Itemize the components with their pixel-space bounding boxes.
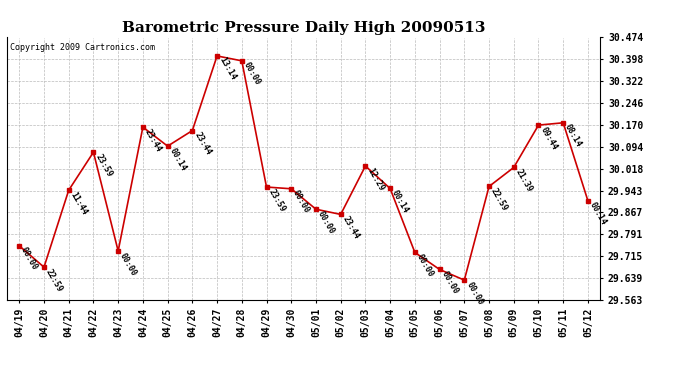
Text: 23:59: 23:59 [266,187,287,213]
Text: 22:59: 22:59 [489,186,509,213]
Text: 00:00: 00:00 [464,280,484,306]
Text: 21:39: 21:39 [514,168,534,194]
Text: 00:00: 00:00 [118,251,139,277]
Text: 00:00: 00:00 [415,252,435,279]
Text: 11:44: 11:44 [69,190,89,216]
Text: Copyright 2009 Cartronics.com: Copyright 2009 Cartronics.com [10,43,155,52]
Text: 00:14: 00:14 [588,201,608,227]
Text: 22:59: 22:59 [44,267,64,293]
Text: 23:44: 23:44 [143,127,163,153]
Text: 00:14: 00:14 [168,146,188,172]
Text: 00:00: 00:00 [241,61,262,87]
Title: Barometric Pressure Daily High 20090513: Barometric Pressure Daily High 20090513 [122,21,485,35]
Text: 08:14: 08:14 [563,123,584,149]
Text: 00:00: 00:00 [316,209,336,236]
Text: 09:44: 09:44 [538,125,559,151]
Text: 23:59: 23:59 [93,152,114,178]
Text: 00:14: 00:14 [390,189,411,214]
Text: 13:14: 13:14 [217,56,237,82]
Text: 00:00: 00:00 [291,189,311,215]
Text: 00:00: 00:00 [19,246,39,272]
Text: 12:29: 12:29 [366,166,386,192]
Text: 23:44: 23:44 [341,214,361,241]
Text: 00:00: 00:00 [440,270,460,296]
Text: 23:44: 23:44 [193,130,213,157]
